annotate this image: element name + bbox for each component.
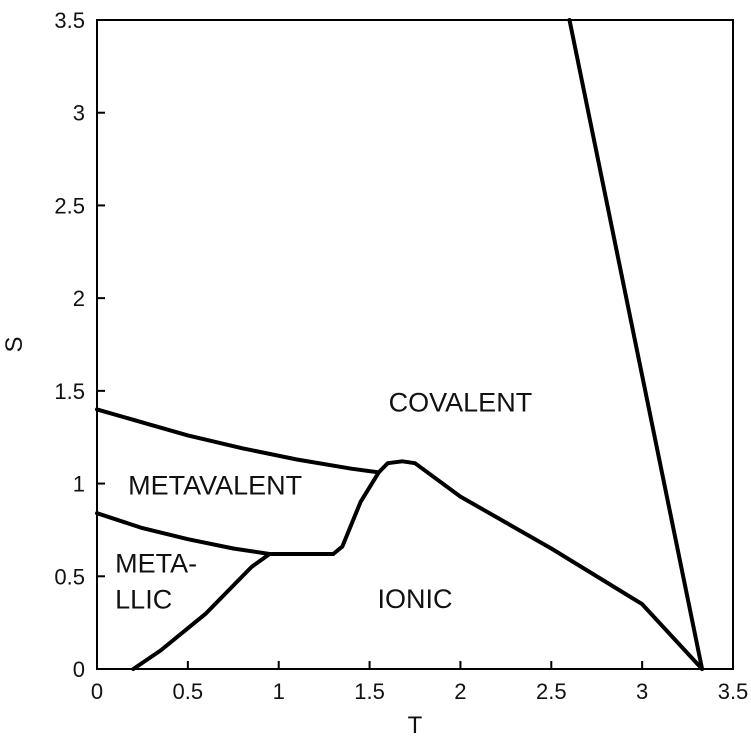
region-label-2: METAVALENT (128, 471, 302, 501)
region-label-line: META- (115, 549, 197, 579)
x-tick-label: 3 (636, 679, 648, 704)
y-tick-label: 2.5 (54, 193, 85, 218)
boundary-line-1 (95, 407, 381, 475)
region-label-line: METAVALENT (128, 471, 302, 501)
x-tick-label: 3.5 (718, 679, 749, 704)
x-tick-label: 0 (91, 679, 103, 704)
region-labels: COVALENT METAVALENT META- LLIC IONIC (115, 387, 532, 614)
axis-ticks: 0 0.5 1 1.5 2 2.5 3 3.5 0 0.5 1 1.5 2 2.5 3 3.5 (54, 8, 748, 704)
region-label-line: IONIC (377, 584, 452, 614)
y-tick-label: 1.5 (54, 379, 85, 404)
region-label-1: COVALENT (389, 387, 533, 417)
y-tick-label: 1 (73, 472, 85, 497)
boundary-line-4 (567, 18, 705, 671)
y-tick-label: 3 (73, 101, 85, 126)
plot-frame (96, 19, 734, 670)
region-label-3: META- LLIC (115, 549, 197, 615)
x-tick-label: 2 (454, 679, 466, 704)
y-tick-label: 0.5 (54, 564, 85, 589)
x-axis-label: T (408, 712, 423, 739)
x-tick-label: 0.5 (173, 679, 204, 704)
phase-boundaries (95, 18, 705, 671)
y-tick-label: 2 (73, 286, 85, 311)
y-tick-label: 0 (73, 657, 85, 682)
x-tick-label: 1.5 (354, 679, 385, 704)
region-label-4: IONIC (377, 584, 452, 614)
boundary-line-3 (131, 459, 705, 671)
y-axis-label: S (1, 336, 28, 352)
y-tick-label: 3.5 (54, 8, 85, 33)
x-tick-label: 1 (273, 679, 285, 704)
region-label-line: COVALENT (389, 387, 533, 417)
region-label-line: LLIC (115, 585, 172, 615)
x-tick-label: 2.5 (536, 679, 567, 704)
